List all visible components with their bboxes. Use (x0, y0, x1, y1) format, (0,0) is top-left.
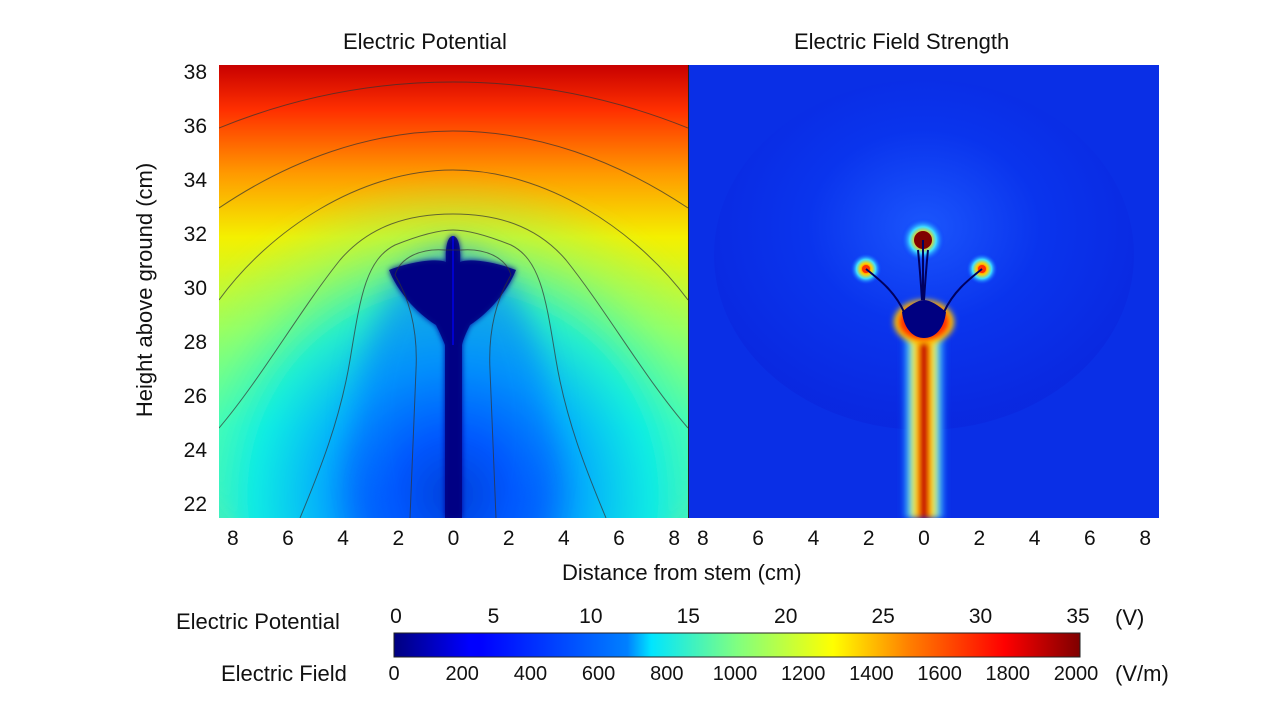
x-tick-label: 6 (613, 527, 625, 550)
potential-colorbar-tick: 25 (871, 605, 895, 628)
y-tick-label: 34 (183, 168, 207, 192)
potential-colorbar-tick: 10 (579, 605, 603, 628)
field-colorbar-tick: 200 (445, 663, 479, 685)
field-colorbar-tick: 1600 (917, 663, 962, 685)
potential-colorbar-tick: 20 (774, 605, 798, 628)
field-title: Electric Field Strength (794, 29, 1010, 54)
x-tick-label: 6 (282, 527, 294, 550)
x-tick-label: 0 (447, 527, 460, 550)
y-tick-label: 32 (183, 222, 207, 246)
colorbar-field-unit: (V/m) (1115, 661, 1169, 686)
field-colorbar-tick: 1000 (712, 663, 758, 685)
field-colorbar-tick: 1200 (780, 663, 826, 685)
field-colorbar-tick: 800 (650, 663, 684, 685)
y-tick-label: 28 (183, 330, 207, 354)
x-tick-label: 8 (226, 527, 239, 550)
field-colorbar-tick: 2000 (1053, 663, 1099, 685)
x-tick-label: 8 (1139, 527, 1152, 550)
potential-title: Electric Potential (343, 29, 507, 54)
potential-colorbar-tick: 5 (487, 605, 500, 628)
x-tick-label: 2 (392, 527, 405, 550)
x-tick-label: 6 (1084, 527, 1096, 550)
field-colorbar-tick: 1400 (849, 663, 894, 685)
x-tick-label: 6 (752, 527, 764, 550)
y-tick-label: 22 (183, 492, 207, 516)
potential-colorbar-tick: 0 (390, 605, 402, 628)
potential-colorbar-tick: 35 (1066, 605, 1090, 628)
x-tick-label: 8 (668, 527, 681, 550)
x-tick-label: 4 (807, 527, 820, 550)
y-tick-label: 36 (183, 115, 207, 139)
x-tick-label: 4 (558, 527, 570, 550)
x-tick-label: 4 (337, 527, 349, 550)
x-axis-label: Distance from stem (cm) (562, 560, 802, 585)
field-colorbar-tick: 1800 (985, 663, 1031, 685)
x-tick-label: 4 (1028, 527, 1041, 550)
x-tick-label: 2 (502, 527, 515, 550)
potential-colorbar-tick: 15 (676, 605, 700, 628)
field-colorbar-tick: 0 (388, 663, 400, 685)
field-colorbar-tick: 600 (581, 663, 616, 685)
y-tick-label: 24 (183, 438, 207, 462)
x-tick-label: 2 (973, 527, 986, 550)
colorbar (393, 632, 1081, 658)
field-heatmap (689, 65, 1159, 518)
y-axis-label: Height above ground (cm) (132, 162, 157, 418)
y-tick-label: 38 (183, 61, 207, 85)
field-colorbar-tick: 400 (513, 663, 548, 685)
x-tick-label: 8 (696, 527, 709, 550)
x-tick-label: 2 (862, 527, 875, 550)
x-tick-label: 0 (918, 527, 930, 550)
potential-heatmap (219, 65, 688, 518)
y-tick-label: 30 (183, 276, 207, 300)
y-tick-label: 26 (183, 384, 207, 408)
contour-lines (219, 81, 688, 518)
colorbar-field-label: Electric Field (221, 661, 347, 686)
potential-colorbar-tick: 30 (968, 605, 993, 628)
colorbar-potential-label: Electric Potential (176, 609, 340, 634)
colorbar-potential-unit: (V) (1115, 605, 1145, 630)
